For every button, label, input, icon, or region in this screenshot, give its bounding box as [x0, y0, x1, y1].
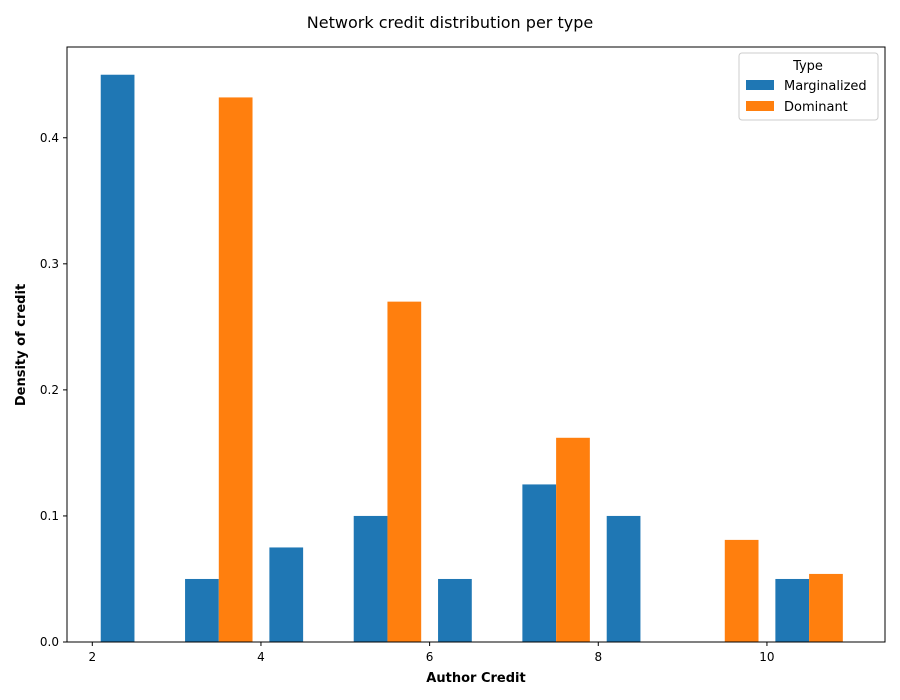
bar-marginalized-6: [606, 515, 641, 642]
plot-frame: [66, 46, 886, 643]
bar-marginalized-7: [775, 578, 810, 642]
bar-dominant-2: [556, 437, 590, 642]
bar-dominant-4: [809, 573, 843, 642]
bar-marginalized-0: [100, 74, 135, 643]
bar-dominant-1: [387, 301, 422, 642]
bar-marginalized-5: [522, 484, 557, 642]
legend-label-marginalized: Marginalized: [784, 79, 867, 94]
bar-dominant-3: [724, 539, 759, 642]
legend: Type Marginalized Dominant: [738, 52, 879, 121]
x-tick-label-1: 4: [257, 650, 265, 664]
x-axis: 2 4 6 8 10: [88, 642, 775, 664]
bar-marginalized-4: [438, 578, 472, 642]
y-axis: 0.0 0.1 0.2 0.3 0.4: [40, 131, 67, 649]
legend-swatch-dominant: [746, 101, 774, 111]
y-tick-label-0: 0.0: [40, 635, 59, 649]
x-tick-label-4: 10: [759, 650, 774, 664]
x-tick-label-3: 8: [594, 650, 602, 664]
bar-marginalized-1: [185, 578, 219, 642]
legend-swatch-marginalized: [746, 80, 774, 90]
bar-dominant-0: [218, 97, 253, 643]
legend-label-dominant: Dominant: [784, 100, 848, 115]
chart-title: Network credit distribution per type: [307, 13, 593, 32]
y-tick-label-2: 0.2: [40, 383, 59, 397]
legend-title: Type: [792, 59, 823, 74]
y-tick-label-3: 0.3: [40, 257, 59, 271]
y-tick-label-1: 0.1: [40, 509, 59, 523]
x-tick-label-2: 6: [426, 650, 434, 664]
y-axis-title: Density of credit: [14, 284, 29, 406]
x-axis-title: Author Credit: [426, 671, 525, 686]
bars-group: [100, 74, 843, 643]
y-tick-label-4: 0.4: [40, 131, 59, 145]
bar-marginalized-3: [353, 515, 388, 642]
bar-marginalized-2: [269, 547, 304, 642]
x-tick-label-0: 2: [88, 650, 96, 664]
